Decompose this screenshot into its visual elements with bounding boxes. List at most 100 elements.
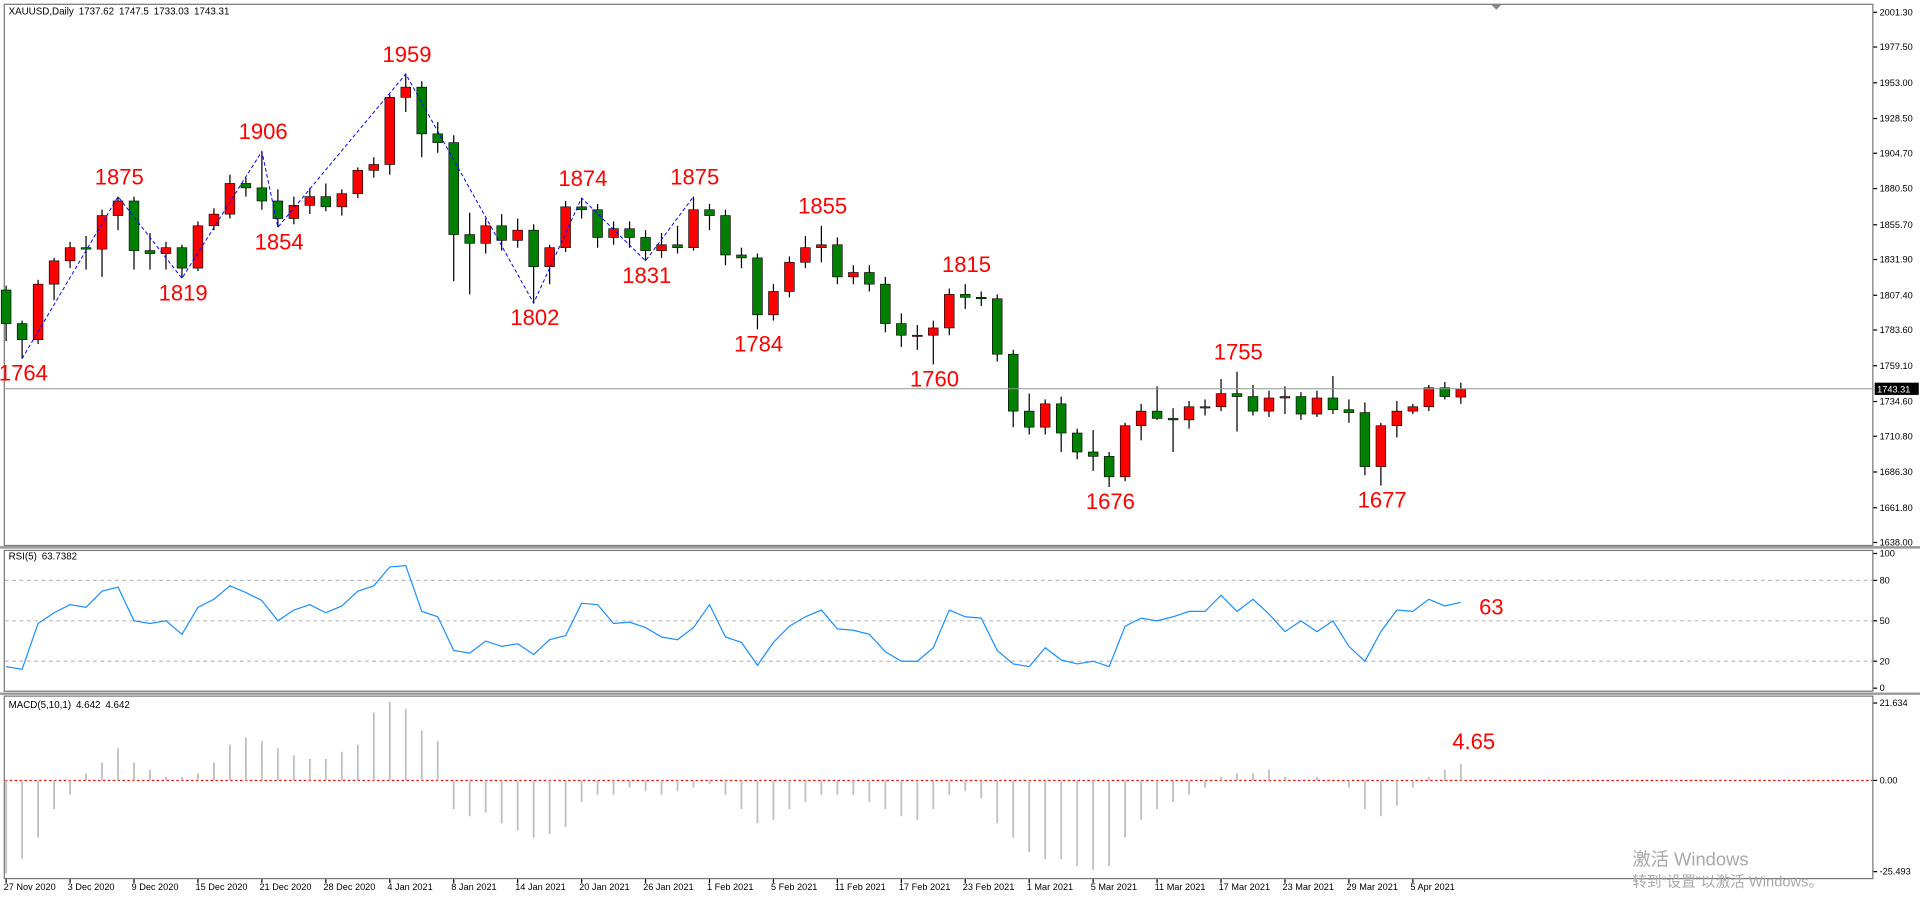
candle-body <box>176 247 188 269</box>
swing-label: 1855 <box>798 194 847 219</box>
header-value: 4.642 <box>105 700 129 711</box>
candle-body <box>1215 393 1227 408</box>
x-tick-label: 23 Mar 2021 <box>1283 882 1335 892</box>
macd-title: MACD(5,10,1) <box>9 700 72 711</box>
y-tick-label: 1638.00 <box>1880 538 1913 548</box>
candle-body <box>432 133 443 143</box>
candle-body <box>192 225 204 269</box>
candle-body <box>416 86 427 135</box>
candle-body <box>16 323 28 340</box>
macd-panel <box>3 695 1874 880</box>
x-tick-label: 26 Jan 2021 <box>643 882 693 892</box>
swing-label: 1819 <box>159 280 208 305</box>
y-tick-label: 1759.10 <box>1880 361 1913 371</box>
candle-body <box>1167 418 1179 421</box>
y-tick-label: -25.493 <box>1880 867 1911 877</box>
candle-body <box>592 209 603 238</box>
swing-label: 1854 <box>255 229 304 254</box>
candle-body <box>400 86 411 98</box>
swing-label: 1906 <box>239 119 288 144</box>
candle-body <box>352 170 364 194</box>
candle-body <box>640 237 651 251</box>
chart-header: XAUUSD,Daily 1737.62 1747.5 1733.03 1743.31 <box>9 7 230 18</box>
candle-body <box>816 244 827 248</box>
swing-label: 1784 <box>734 331 783 356</box>
x-tick-label: 23 Feb 2021 <box>963 882 1015 892</box>
swing-label: 1874 <box>558 166 607 191</box>
candle-body <box>704 209 715 216</box>
candle-body <box>1151 410 1163 419</box>
x-tick-label: 1 Mar 2021 <box>1027 882 1073 892</box>
candle-body <box>368 164 379 171</box>
zigzag <box>21 73 694 359</box>
candle-body <box>1055 403 1067 434</box>
candle-body <box>1071 432 1083 453</box>
price-tag-label: 1743.31 <box>1877 384 1910 394</box>
x-tick-label: 4 Jan 2021 <box>387 882 432 892</box>
value-annotation: 4.65 <box>1452 729 1495 754</box>
rsi-header: RSI(5) 63.7382 <box>9 552 78 563</box>
candle-body <box>304 196 316 206</box>
swing-label: 1959 <box>382 42 431 67</box>
x-tick-label: 8 Jan 2021 <box>451 882 496 892</box>
x-tick-label: 28 Dec 2020 <box>323 882 375 892</box>
candle-body <box>1039 403 1051 428</box>
candle-body <box>448 142 459 235</box>
candle-body <box>1375 425 1387 467</box>
candle-body <box>480 225 491 244</box>
x-tick-label: 21 Dec 2020 <box>259 882 311 892</box>
x-tick-label: 20 Jan 2021 <box>579 882 630 892</box>
candle-body <box>1423 387 1435 408</box>
swing-label: 1760 <box>910 366 959 391</box>
candle-body <box>1135 410 1147 427</box>
y-tick-label: 1855.70 <box>1880 220 1913 230</box>
candle-body <box>528 229 539 267</box>
candle-body <box>688 209 699 248</box>
header-value: 1733.03 <box>154 7 190 18</box>
candle-body <box>896 323 907 336</box>
y-tick-label: 1710.80 <box>1880 431 1913 441</box>
rsi-line <box>6 564 1461 670</box>
candle-body <box>1008 353 1019 412</box>
swing-label: 1875 <box>95 164 144 189</box>
y-tick-label: 1928.50 <box>1880 114 1913 124</box>
candle-body <box>1439 387 1451 397</box>
candle-body <box>672 244 683 248</box>
x-tick-label: 14 Jan 2021 <box>515 882 566 892</box>
rsi-title: RSI(5) <box>9 552 37 563</box>
candle-body <box>336 193 348 208</box>
x-tick-label: 1 Feb 2021 <box>707 882 753 892</box>
x-tick-label: 11 Mar 2021 <box>1155 882 1206 892</box>
candle-body <box>1263 397 1275 412</box>
candle-body <box>784 261 795 292</box>
candle-body <box>1087 451 1099 457</box>
y-tick-label: 1686.30 <box>1880 467 1913 477</box>
y-tick-label: 1904.70 <box>1880 148 1913 158</box>
x-tick-label: 11 Feb 2021 <box>835 882 886 892</box>
shift-marker <box>1491 4 1502 10</box>
macd-header: MACD(5,10,1) 4.642 4.642 <box>9 700 130 711</box>
candle-body <box>320 196 332 208</box>
candle-body <box>736 254 747 259</box>
candle-body <box>912 334 923 337</box>
header-value: 1743.31 <box>194 7 229 18</box>
candle-body <box>768 291 779 316</box>
candle-body <box>512 229 523 241</box>
candle-body <box>144 250 156 254</box>
candle-body <box>544 247 555 267</box>
candle-body <box>944 294 955 329</box>
candle-body <box>1359 412 1371 467</box>
x-tick-label: 27 Nov 2020 <box>4 882 56 892</box>
candle-body <box>464 234 475 244</box>
candle-body <box>560 206 571 248</box>
candle-body <box>992 298 1003 355</box>
candle-body <box>208 213 220 227</box>
candle-body <box>96 215 108 250</box>
candle-body <box>1295 396 1307 415</box>
candle-body <box>256 187 268 202</box>
candle-body <box>576 206 587 211</box>
candle-body <box>64 247 76 262</box>
candle-body <box>128 200 140 251</box>
